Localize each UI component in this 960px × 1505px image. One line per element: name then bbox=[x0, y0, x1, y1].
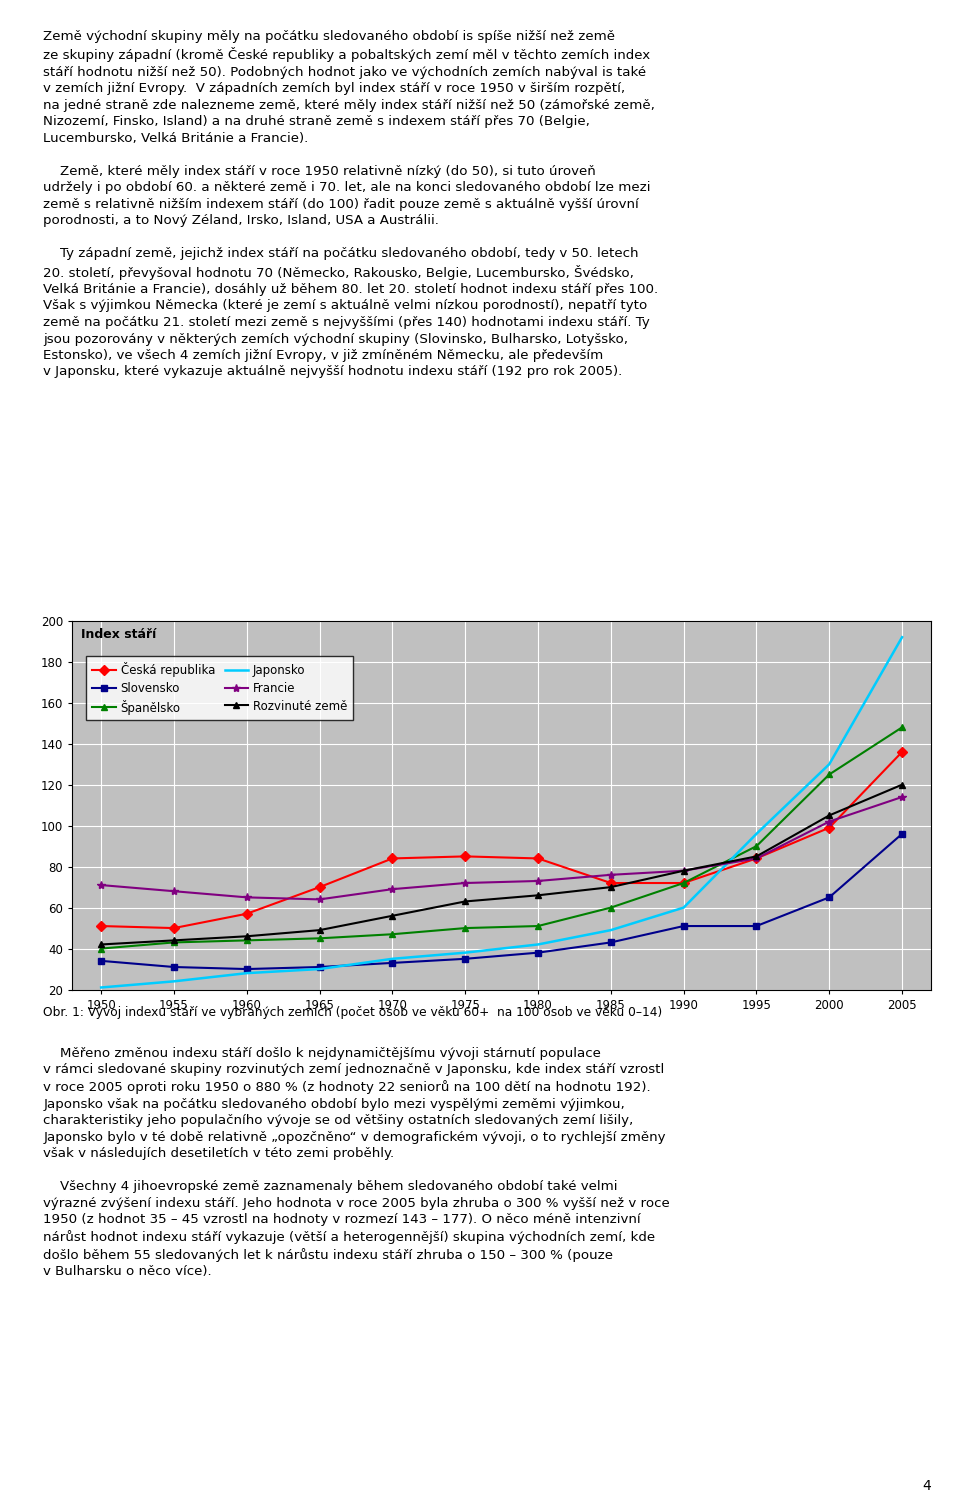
Japonsko bbox=[678, 898, 689, 917]
Line: Česká republika: Česká republika bbox=[98, 748, 905, 932]
Španělsko bbox=[897, 718, 908, 736]
Japonsko bbox=[314, 960, 325, 978]
Španělsko bbox=[678, 874, 689, 892]
Česká republika bbox=[897, 743, 908, 762]
Španělsko bbox=[751, 837, 762, 855]
Francie bbox=[460, 874, 471, 892]
Francie bbox=[605, 865, 616, 883]
Japonsko bbox=[824, 756, 835, 774]
Francie bbox=[95, 876, 107, 894]
Rozvinuté země bbox=[605, 877, 616, 895]
Španělsko bbox=[605, 898, 616, 917]
Francie bbox=[241, 888, 252, 906]
Slovensko bbox=[751, 917, 762, 935]
Japonsko bbox=[460, 944, 471, 962]
Španělsko bbox=[95, 939, 107, 957]
Slovensko bbox=[241, 960, 252, 978]
Text: Index stáří: Index stáří bbox=[81, 628, 156, 641]
Text: Obr. 1: Vývoj indexu stáří ve vybraných zemích (počet osob ve věku 60+  na 100 o: Obr. 1: Vývoj indexu stáří ve vybraných … bbox=[43, 1005, 662, 1019]
Slovensko bbox=[678, 917, 689, 935]
Španělsko bbox=[387, 926, 398, 944]
Slovensko bbox=[387, 954, 398, 972]
Rozvinuté země bbox=[95, 936, 107, 954]
Francie bbox=[168, 882, 180, 900]
Česká republika bbox=[678, 874, 689, 892]
Rozvinuté země bbox=[168, 932, 180, 950]
Španělsko bbox=[241, 932, 252, 950]
Rozvinuté země bbox=[532, 886, 543, 905]
Rozvinuté země bbox=[241, 927, 252, 945]
Francie bbox=[387, 880, 398, 898]
Česká republika bbox=[314, 877, 325, 895]
Rozvinuté země bbox=[678, 862, 689, 880]
Francie bbox=[314, 891, 325, 909]
Slovensko bbox=[897, 825, 908, 843]
Line: Slovensko: Slovensko bbox=[98, 831, 905, 972]
Rozvinuté země bbox=[824, 807, 835, 825]
Španělsko bbox=[532, 917, 543, 935]
Japonsko bbox=[168, 972, 180, 990]
Japonsko bbox=[751, 825, 762, 843]
Francie bbox=[751, 849, 762, 867]
Slovensko bbox=[95, 951, 107, 969]
Španělsko bbox=[314, 929, 325, 947]
Line: Rozvinuté země: Rozvinuté země bbox=[98, 781, 905, 948]
Line: Francie: Francie bbox=[97, 793, 906, 903]
Česká republika bbox=[95, 917, 107, 935]
Česká republika bbox=[168, 920, 180, 938]
Česká republika bbox=[751, 849, 762, 867]
Rozvinuté země bbox=[751, 847, 762, 865]
Japonsko bbox=[241, 965, 252, 983]
Česká republika bbox=[460, 847, 471, 865]
Španělsko bbox=[824, 766, 835, 784]
Rozvinuté země bbox=[460, 892, 471, 911]
Česká republika bbox=[532, 849, 543, 867]
Line: Španělsko: Španělsko bbox=[98, 724, 905, 953]
Legend: Česká republika, Slovensko, Španělsko, Japonsko, Francie, Rozvinuté země: Česká republika, Slovensko, Španělsko, J… bbox=[86, 656, 353, 721]
Slovensko bbox=[532, 944, 543, 962]
Japonsko bbox=[95, 978, 107, 996]
Rozvinuté země bbox=[897, 775, 908, 793]
Text: 4: 4 bbox=[923, 1479, 931, 1493]
Japonsko bbox=[605, 921, 616, 939]
Slovensko bbox=[460, 950, 471, 968]
Text: Země východní skupiny měly na počátku sledovaného období is spíše nižší než země: Země východní skupiny měly na počátku sl… bbox=[43, 30, 659, 378]
Slovensko bbox=[605, 933, 616, 951]
Rozvinuté země bbox=[314, 921, 325, 939]
Rozvinuté země bbox=[387, 906, 398, 924]
Česká republika bbox=[387, 849, 398, 867]
Česká republika bbox=[824, 819, 835, 837]
Japonsko bbox=[532, 936, 543, 954]
Slovensko bbox=[168, 959, 180, 977]
Slovensko bbox=[824, 888, 835, 906]
Francie bbox=[897, 789, 908, 807]
Text: Měřeno změnou indexu stáří došlo k nejdynamičtějšímu vývoji stárnutí populace
v : Měřeno změnou indexu stáří došlo k nejdy… bbox=[43, 1047, 670, 1278]
Česká republika bbox=[605, 874, 616, 892]
Francie bbox=[532, 871, 543, 889]
Francie bbox=[824, 813, 835, 831]
Line: Japonsko: Japonsko bbox=[101, 637, 902, 987]
Japonsko bbox=[897, 628, 908, 646]
Česká republika bbox=[241, 905, 252, 923]
Španělsko bbox=[168, 933, 180, 951]
Francie bbox=[678, 862, 689, 880]
Japonsko bbox=[387, 950, 398, 968]
Slovensko bbox=[314, 959, 325, 977]
Španělsko bbox=[460, 920, 471, 938]
